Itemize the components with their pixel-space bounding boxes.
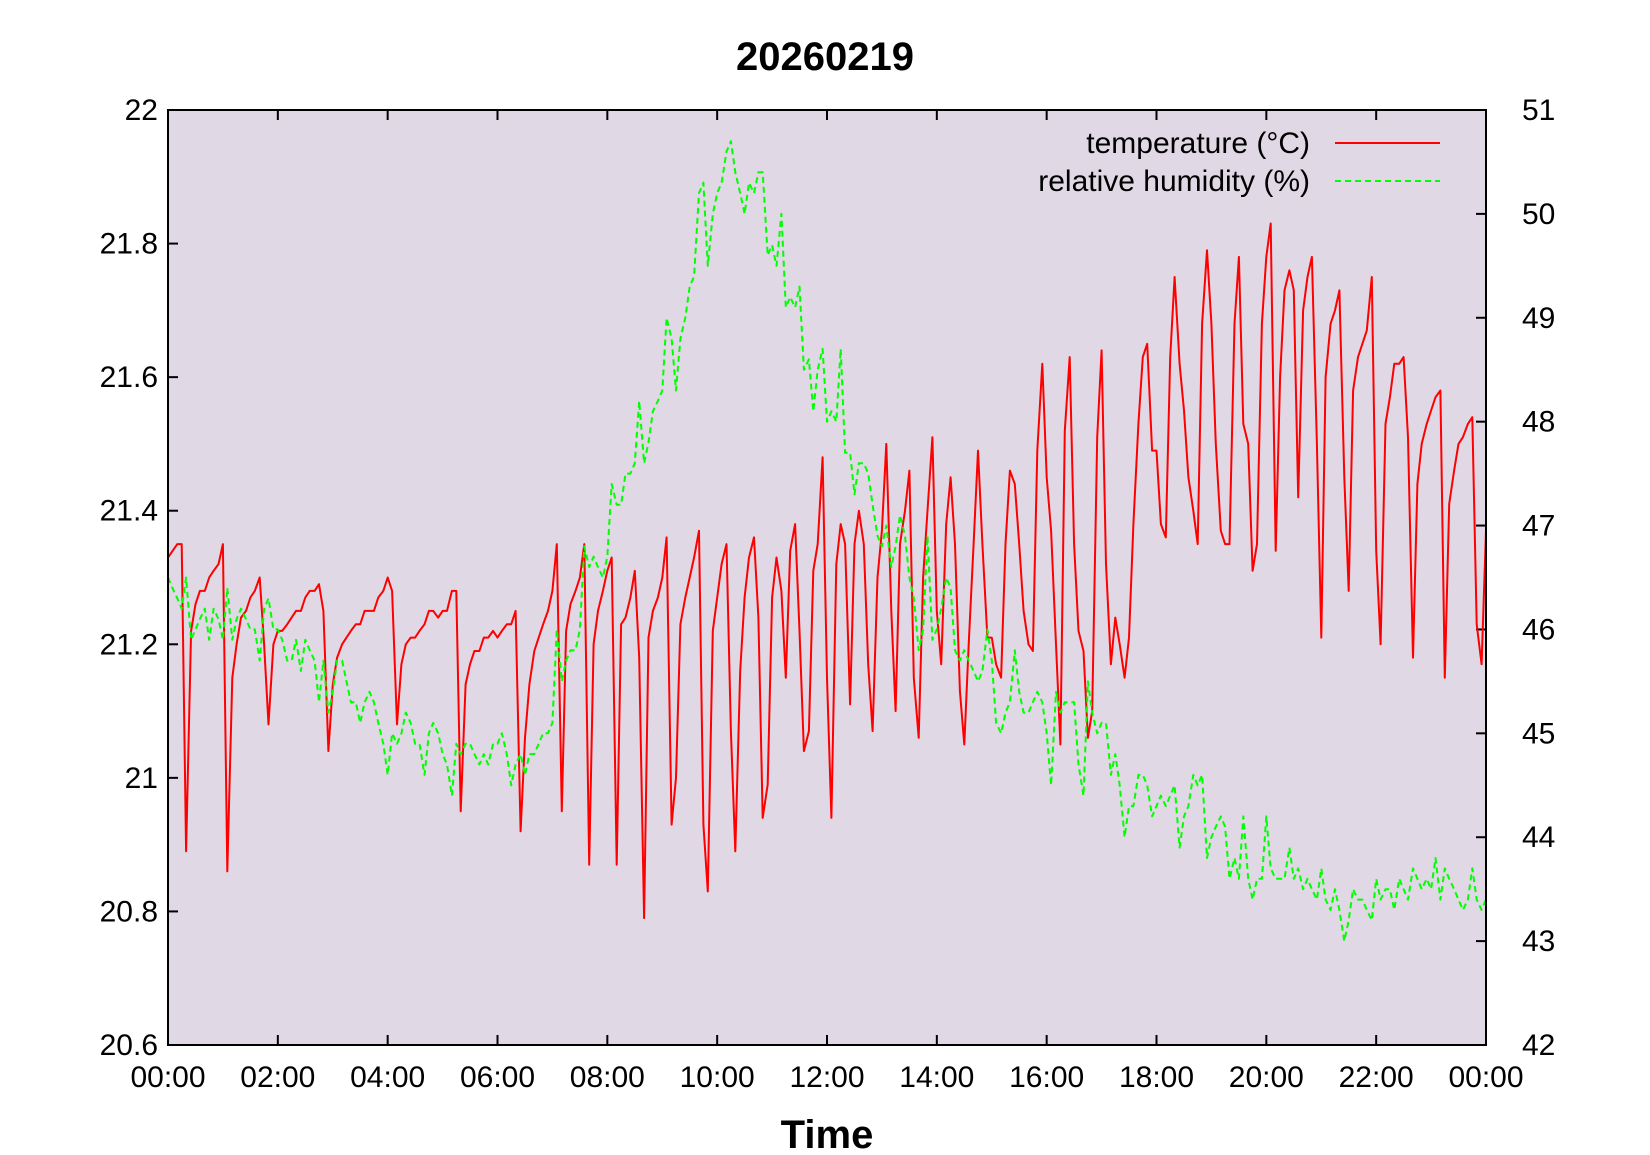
y2-tick-label: 48 xyxy=(1522,406,1555,439)
series-layer xyxy=(168,140,1486,943)
y2-tick-label: 51 xyxy=(1522,94,1555,127)
x-tick-label: 22:00 xyxy=(1339,1061,1414,1094)
x-tick-label: 10:00 xyxy=(680,1061,755,1094)
y2-tick-label: 42 xyxy=(1522,1029,1555,1062)
legend: temperature (°C) relative humidity (%) xyxy=(1038,127,1440,198)
x-tick-label: 04:00 xyxy=(350,1061,425,1094)
y-tick-label: 21.8 xyxy=(100,228,158,261)
x-axis: 00:00 02:00 04:00 06:00 08:00 10:00 12:00 14:00… xyxy=(130,110,1524,1094)
x-tick-label: 18:00 xyxy=(1119,1061,1194,1094)
y2-tick-label: 46 xyxy=(1522,613,1555,646)
legend-label: temperature (°C) xyxy=(1086,127,1310,160)
y-tick-label: 22 xyxy=(125,94,158,127)
legend-label: relative humidity (%) xyxy=(1038,165,1310,198)
humidity-series-line xyxy=(168,140,1486,943)
y2-tick-label: 44 xyxy=(1522,821,1555,854)
y-axis-left: 20.6 20.8 21 21.2 21.4 21.6 21.8 22 xyxy=(100,94,178,1062)
x-tick-label: 14:00 xyxy=(899,1061,974,1094)
y-tick-label: 20.6 xyxy=(100,1029,158,1062)
y-tick-label: 21 xyxy=(125,762,158,795)
x-tick-label: 08:00 xyxy=(570,1061,645,1094)
y-tick-label: 21.6 xyxy=(100,361,158,394)
x-tick-label: 20:00 xyxy=(1229,1061,1304,1094)
x-tick-label: 06:00 xyxy=(460,1061,535,1094)
x-tick-label: 02:00 xyxy=(240,1061,315,1094)
y-tick-label: 20.8 xyxy=(100,895,158,928)
x-tick-label: 12:00 xyxy=(789,1061,864,1094)
y-tick-label: 21.4 xyxy=(100,495,158,528)
y-tick-label: 21.2 xyxy=(100,628,158,661)
temperature-series-line xyxy=(168,222,1486,920)
y-axis-right: 42 43 44 45 46 47 48 49 50 51 xyxy=(1476,94,1555,1062)
x-axis-label: Time xyxy=(781,1113,874,1155)
y2-tick-label: 50 xyxy=(1522,198,1555,231)
y2-tick-label: 47 xyxy=(1522,510,1555,543)
plot-border xyxy=(167,109,1487,1046)
x-tick-label: 00:00 xyxy=(130,1061,205,1094)
x-tick-label: 00:00 xyxy=(1448,1061,1523,1094)
y2-tick-label: 45 xyxy=(1522,717,1555,750)
x-tick-label: 16:00 xyxy=(1009,1061,1084,1094)
y2-tick-label: 49 xyxy=(1522,302,1555,335)
chart-title: 20260219 xyxy=(736,35,914,79)
plot-area xyxy=(167,109,1487,1046)
y2-tick-label: 43 xyxy=(1522,925,1555,958)
